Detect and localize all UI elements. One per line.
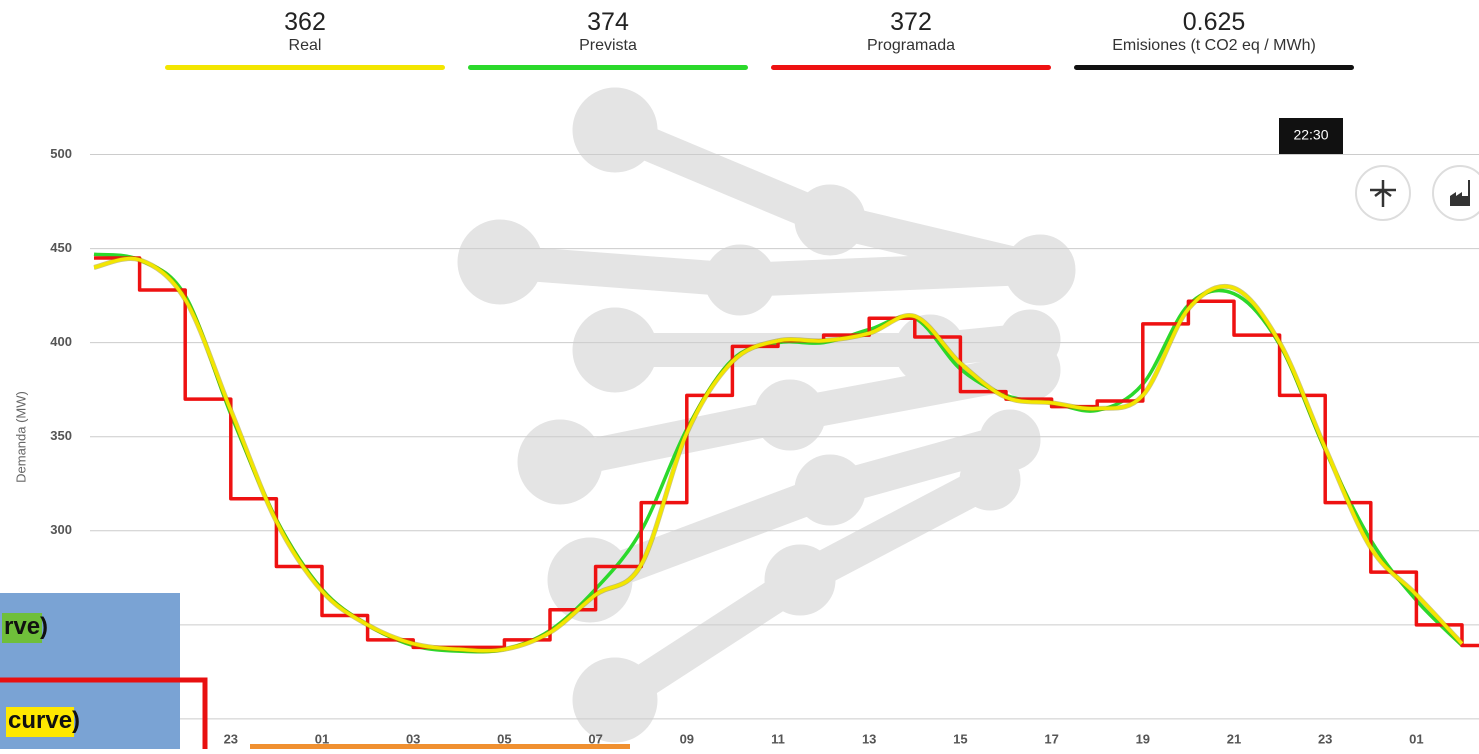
y-tick-label: 300 [50, 522, 72, 537]
tooltip-text: 22:30 [1293, 127, 1328, 143]
summary-underline [165, 65, 445, 70]
x-tick-label: 17 [1044, 731, 1058, 746]
watermark [458, 88, 1075, 742]
wind-button[interactable] [1356, 166, 1410, 220]
summary-label: Programada [771, 36, 1051, 56]
summary-label: Prevista [468, 36, 748, 56]
x-tick-label: 13 [862, 731, 876, 746]
factory-button[interactable] [1433, 166, 1479, 220]
x-tick-label: 23 [224, 731, 238, 746]
summary-label: Real [165, 36, 445, 56]
x-tick-label: 11 [771, 731, 785, 746]
x-tick-label: 09 [680, 731, 694, 746]
overlay-word: rve [4, 613, 40, 640]
overlay-text: rve) [4, 613, 48, 640]
y-tick-label: 500 [50, 146, 72, 161]
overlay: rve)curve) [0, 593, 630, 749]
summary-label: Emisiones (t CO2 eq / MWh) [1074, 36, 1354, 56]
x-tick-label: 01 [1409, 731, 1423, 746]
page: 2002503003504004505002301030507091113151… [0, 0, 1479, 749]
grid: 2002503003504004505002301030507091113151… [50, 146, 1479, 746]
overlay-word: ) [72, 707, 80, 734]
y-tick-label: 350 [50, 428, 72, 443]
summary-underline [1074, 65, 1354, 70]
x-tick-label: 19 [1136, 731, 1150, 746]
chart: 2002503003504004505002301030507091113151… [0, 0, 1479, 749]
y-axis-label: Demanda (MW) [13, 391, 28, 483]
y-tick-label: 400 [50, 334, 72, 349]
overlay-text: curve) [8, 707, 80, 734]
summary-value: 372 [771, 8, 1051, 36]
summary-value: 362 [165, 8, 445, 36]
y-tick-label: 450 [50, 240, 72, 255]
x-tick-label: 15 [953, 731, 967, 746]
summary-underline [771, 65, 1051, 70]
x-tick-label: 23 [1318, 731, 1332, 746]
overlay-word: curve [8, 707, 72, 734]
summary-value: 0.625 [1074, 8, 1354, 36]
overlay-word: ) [40, 613, 48, 640]
summary-value: 374 [468, 8, 748, 36]
summary-underline [468, 65, 748, 70]
x-tick-label: 21 [1227, 731, 1241, 746]
